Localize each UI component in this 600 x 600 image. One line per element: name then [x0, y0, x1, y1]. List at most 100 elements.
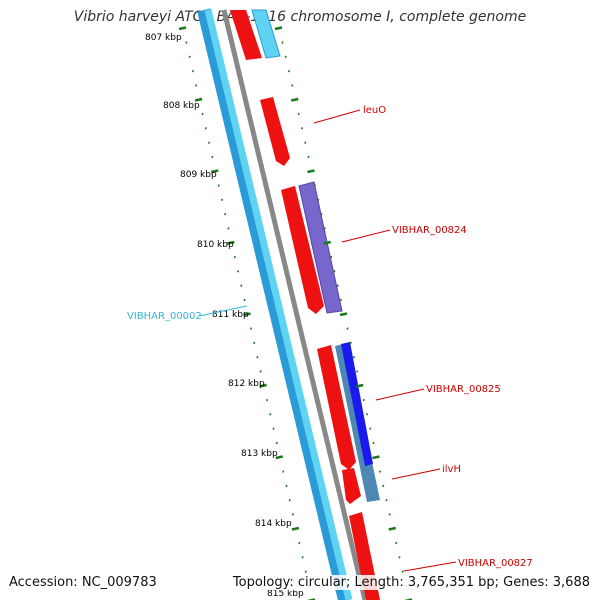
top-genes	[230, 9, 281, 60]
tick-dot-left	[298, 541, 301, 545]
tick-dot-right	[369, 427, 372, 430]
tick-dot-right	[349, 341, 352, 345]
tick-dot-right	[355, 383, 364, 388]
tick-label-812: 812 kbp	[228, 379, 265, 389]
label-leuO: leuO	[363, 105, 386, 116]
gene-ilvH	[342, 468, 361, 504]
tick-dot-right	[297, 112, 300, 116]
tick-dot-right	[395, 541, 398, 545]
tick-dot-left	[220, 198, 224, 202]
tick-dot-left	[285, 484, 288, 488]
tick-dot-right	[307, 155, 310, 159]
gene-leuO	[260, 97, 290, 166]
tick-label-809: 809 kbp	[180, 170, 217, 180]
tick-dot-right	[287, 69, 291, 73]
gene-red-810	[281, 186, 324, 314]
tick-dot-left	[259, 370, 262, 373]
tick-dot-right	[378, 470, 382, 473]
tick-dot-right	[333, 270, 336, 273]
accession-text: Accession: NC_009783	[9, 575, 157, 590]
tick-dot-left	[243, 312, 251, 317]
tick-dot-right	[352, 355, 356, 359]
tick-dot-right	[304, 141, 307, 144]
tick-dot-right	[323, 240, 332, 245]
tick-dot-left	[301, 556, 304, 559]
tick-dot-left	[227, 227, 230, 230]
tick-dot-left	[304, 570, 307, 573]
tick-dot-right	[398, 556, 401, 559]
leader-ilvH	[391, 468, 441, 480]
tick-dot-left	[243, 298, 246, 302]
tick-dot-left	[269, 413, 272, 416]
tick-dot-left	[211, 155, 214, 159]
tick-dot-left	[291, 513, 294, 516]
tick-dot-left	[227, 240, 235, 245]
tick-dot-left	[217, 184, 220, 187]
tick-label-810: 810 kbp	[197, 240, 234, 250]
tick-dot-right	[284, 55, 287, 59]
tick-dot-left	[256, 355, 259, 359]
tick-dot-right	[300, 127, 304, 130]
tick-dot-right	[372, 455, 380, 460]
gene-top-red	[230, 10, 262, 60]
tick-dot-right	[274, 26, 283, 31]
gene-features	[260, 97, 380, 600]
tick-label-808: 808 kbp	[163, 101, 200, 111]
tick-dot-left	[291, 526, 300, 531]
label-leaders	[198, 109, 457, 572]
tick-dot-right	[401, 570, 404, 573]
cyan-band-outer	[197, 8, 352, 600]
tick-label-814: 814 kbp	[255, 519, 292, 529]
tick-dot-right	[362, 398, 365, 402]
gene-dark-blue	[341, 342, 373, 466]
tick-dot-right	[346, 327, 349, 330]
tick-dot-left	[240, 284, 243, 287]
tick-dot-right	[320, 212, 323, 216]
label-VIBHAR_00825: VIBHAR_00825	[426, 384, 501, 395]
tick-dot-right	[317, 198, 320, 202]
gene-VIBHAR_00824	[298, 181, 343, 314]
tick-dot-right	[307, 169, 315, 174]
tick-label-811: 811 kbp	[212, 310, 249, 320]
tick-dot-right	[339, 312, 348, 317]
summary-text: Topology: circular; Length: 3,765,351 bp…	[232, 575, 590, 590]
tick-dot-right	[388, 513, 391, 516]
tick-label-815: 815 kbp	[267, 589, 304, 599]
tick-dot-left	[204, 127, 207, 130]
tick-dot-right	[281, 41, 284, 44]
tick-dot-left	[249, 327, 253, 330]
leader-VIBHAR_00827	[403, 561, 457, 572]
tick-dot-left	[194, 97, 203, 102]
tick-dot-left	[207, 141, 211, 144]
tick-dot-left	[201, 112, 204, 116]
leader-VIBHAR_00002	[198, 305, 248, 317]
tick-dot-left	[188, 55, 191, 59]
tick-dot-left	[191, 69, 194, 73]
leader-VIBHAR_00825	[375, 388, 425, 401]
label-VIBHAR_00002: VIBHAR_00002	[127, 311, 202, 322]
tick-dot-left	[185, 41, 188, 44]
tick-dot-left	[288, 498, 291, 502]
gene-VIBHAR_00825	[317, 345, 356, 470]
tick-dot-right	[382, 484, 385, 488]
tick-dot-right	[291, 84, 294, 87]
tick-dot-right	[365, 413, 369, 416]
gene-labels: leuO VIBHAR_00824 VIBHAR_00825 ilvH VIBH…	[127, 105, 533, 569]
tick-dot-left	[237, 270, 240, 273]
leader-VIBHAR_00824	[341, 229, 391, 243]
tick-dot-right	[339, 298, 343, 302]
gene-top-cyan	[251, 9, 281, 59]
label-VIBHAR_00827: VIBHAR_00827	[458, 558, 533, 569]
tick-dot-right	[336, 284, 339, 287]
map-title: Vibrio harveyi ATCC BAA-1116 chromosome …	[73, 9, 527, 25]
leader-leuO	[313, 109, 361, 124]
label-VIBHAR_00824: VIBHAR_00824	[392, 225, 467, 236]
tick-dot-right	[388, 526, 397, 531]
tick-dot-left	[275, 441, 278, 445]
tick-dot-left	[253, 341, 256, 345]
tick-dot-right	[372, 441, 375, 445]
tick-dot-right	[330, 255, 333, 259]
tick-dot-left	[224, 212, 227, 216]
cyan-band-inner	[204, 9, 353, 600]
